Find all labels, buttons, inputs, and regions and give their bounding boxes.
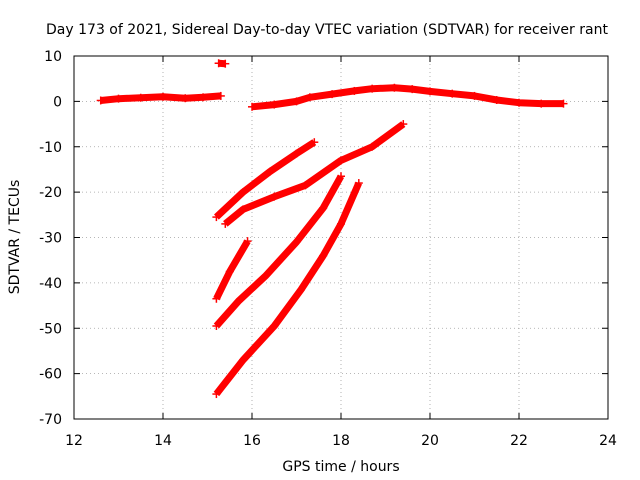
data-point [448, 89, 457, 98]
data-track-6 [213, 239, 251, 301]
y-tick-label: -50 [39, 321, 62, 337]
data-point [296, 285, 305, 294]
data-point [225, 267, 234, 276]
data-point [337, 156, 345, 165]
data-track-7 [213, 174, 345, 329]
data-point [261, 272, 270, 281]
data-point [337, 172, 345, 181]
data-point [248, 102, 256, 111]
data-point [368, 142, 377, 151]
data-point [492, 96, 501, 105]
data-point [399, 120, 408, 129]
data-point [328, 90, 337, 99]
data-point [408, 85, 417, 94]
x-tick-label: 14 [154, 433, 172, 449]
x-tick-label: 12 [65, 433, 83, 449]
axis-ticks: 12 14 16 18 20 22 24 10 0 -10 -20 -30 -40 -50 -60 -70 [39, 49, 617, 449]
data-point [310, 138, 319, 147]
data-point [470, 91, 479, 100]
data-point [221, 59, 230, 68]
data-point [199, 93, 208, 102]
data-point [212, 294, 221, 303]
y-tick-label: -10 [39, 140, 62, 156]
data-point [301, 181, 310, 190]
y-tick-label: -60 [39, 367, 62, 383]
y-tick-label: -20 [39, 185, 62, 201]
y-tick-label: -40 [39, 276, 62, 292]
x-tick-label: 16 [243, 433, 261, 449]
data-point [214, 59, 223, 68]
data-point [239, 356, 248, 365]
data-point [216, 91, 225, 100]
data-point [212, 390, 221, 399]
data-point [159, 92, 167, 101]
data-series [96, 59, 568, 399]
chart-title: Day 173 of 2021, Sidereal Day-to-day VTE… [46, 22, 608, 38]
grid [74, 56, 608, 419]
data-point [390, 83, 399, 92]
data-point [234, 297, 243, 306]
data-point [354, 179, 363, 188]
data-point [350, 86, 359, 95]
data-point [515, 98, 523, 107]
data-point [292, 149, 301, 158]
data-point [368, 84, 377, 93]
x-tick-label: 22 [510, 433, 528, 449]
x-tick-label: 20 [421, 433, 439, 449]
data-point [136, 93, 145, 102]
data-point [181, 94, 190, 103]
data-point [239, 188, 248, 197]
data-point [426, 87, 434, 96]
data-point [265, 167, 274, 176]
data-track-3 [251, 84, 564, 111]
data-point [305, 93, 314, 102]
data-point [292, 238, 301, 247]
data-point [270, 100, 279, 109]
data-point [221, 219, 230, 228]
data-point [270, 321, 279, 330]
y-tick-label: 10 [44, 49, 62, 65]
data-point [243, 237, 252, 246]
data-point [239, 205, 248, 214]
data-point [537, 99, 546, 108]
data-point [212, 213, 221, 222]
data-point [559, 99, 568, 108]
data-point [319, 251, 328, 260]
data-point [212, 321, 221, 330]
data-point [337, 219, 345, 228]
y-tick-label: -70 [39, 412, 62, 428]
x-tick-label: 18 [332, 433, 350, 449]
data-point [270, 192, 279, 201]
x-tick-label: 24 [599, 433, 617, 449]
y-axis-label: SDTVAR / TECUs [7, 180, 23, 295]
x-axis-label: GPS time / hours [282, 459, 399, 475]
y-tick-label: 0 [53, 94, 62, 110]
data-point [96, 96, 105, 105]
data-point [114, 94, 123, 103]
data-point [319, 204, 328, 213]
data-point [292, 97, 301, 106]
y-tick-label: -30 [39, 231, 62, 247]
